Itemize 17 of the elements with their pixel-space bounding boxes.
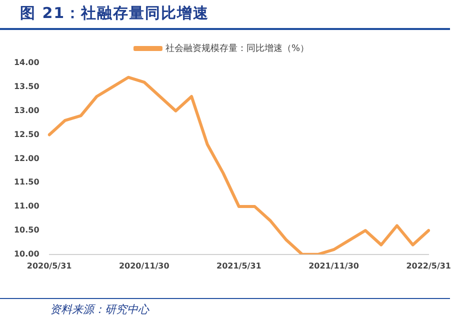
y-tick-label: 12.50	[14, 130, 40, 139]
legend-label: 社会融资规模存量：同比增速（%）	[165, 42, 310, 54]
y-tick-label: 14.00	[14, 58, 40, 68]
x-tick-label: 2021/5/31	[216, 261, 262, 270]
x-tick-label: 2020/11/30	[118, 261, 170, 270]
x-tick-label: 2020/5/31	[26, 261, 72, 270]
y-tick-label: 11.00	[14, 202, 40, 211]
y-tick-label: 10.00	[14, 249, 40, 258]
chart-title: 图 21：社融存量同比增速	[20, 4, 210, 23]
y-tick-label: 11.50	[14, 178, 40, 187]
text: 资料来源：研究中心	[50, 302, 149, 317]
y-tick-label: 13.50	[14, 82, 40, 92]
x-tick-label: 2021/11/30	[308, 261, 360, 270]
y-tick-label: 12.00	[14, 154, 40, 163]
y-tick-label: 13.00	[14, 106, 40, 115]
y-tick-label: 10.50	[14, 226, 40, 235]
x-tick-label: 2022/5/31	[406, 261, 452, 270]
